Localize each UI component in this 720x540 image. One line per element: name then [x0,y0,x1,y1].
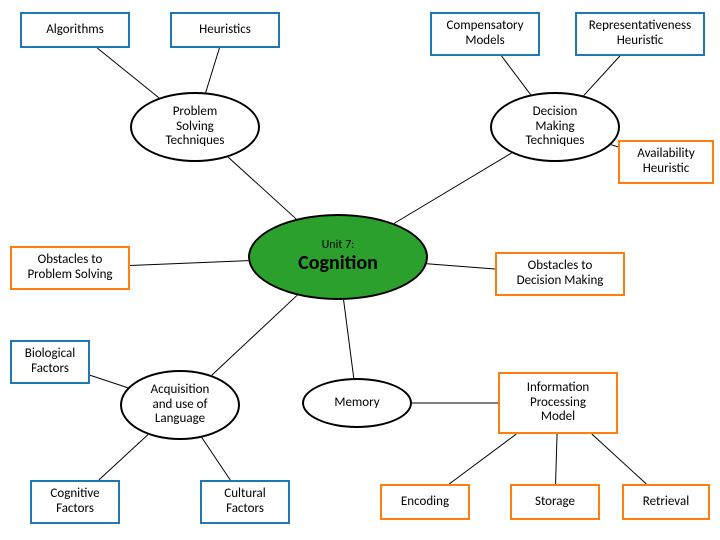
edge-acquisition-language-cultural-factors [202,438,230,480]
edge-acquisition-language-cognitive-factors [99,435,148,480]
node-heuristics: Heuristics [170,12,280,48]
node-biological-factors: BiologicalFactors [10,340,90,384]
node-algorithms: Algorithms [20,12,130,48]
edge-problem-solving-tech-heuristics [206,48,220,92]
edge-info-processing-storage [556,434,558,484]
edge-decision-making-tech-compensatory-models [502,56,531,95]
edge-center-acquisition-language [212,295,297,375]
edge-decision-making-tech-representativeness [584,56,620,96]
node-storage: Storage [510,484,600,520]
edge-center-decision-making-tech [394,153,511,223]
center-subtitle: Unit 7: [298,239,378,253]
node-availability: AvailabilityHeuristic [618,140,714,184]
edge-info-processing-retrieval [592,434,647,484]
node-cultural-factors: CulturalFactors [200,480,290,524]
edge-decision-making-tech-availability [611,145,618,147]
edge-info-processing-encoding [449,434,516,484]
center-title: Cognition [298,252,378,275]
edge-problem-solving-tech-algorithms [97,48,159,98]
edge-center-problem-solving-tech [228,157,296,219]
node-encoding: Encoding [380,484,470,520]
node-retrieval: Retrieval [622,484,710,520]
node-obstacles-decision: Obstacles toDecision Making [495,252,625,296]
node-representativeness: RepresentativenessHeuristic [575,12,705,56]
node-acquisition-language: Acquisitionand use ofLanguage [120,370,240,440]
edge-center-obstacles-decision [427,264,495,269]
node-info-processing: InformationProcessingModel [498,372,618,434]
edge-acquisition-language-biological-factors [90,375,128,388]
node-cognitive-factors: CognitiveFactors [30,480,120,524]
node-problem-solving-tech: ProblemSolvingTechniques [130,92,260,162]
node-obstacles-problem: Obstacles toProblem Solving [10,246,130,290]
node-memory: Memory [302,378,412,428]
node-compensatory-models: CompensatoryModels [430,12,540,56]
edge-center-memory [344,300,354,378]
center-cognition: Unit 7:Cognition [248,214,428,300]
node-decision-making-tech: DecisionMakingTechniques [490,92,620,162]
edge-center-obstacles-problem [130,261,248,266]
